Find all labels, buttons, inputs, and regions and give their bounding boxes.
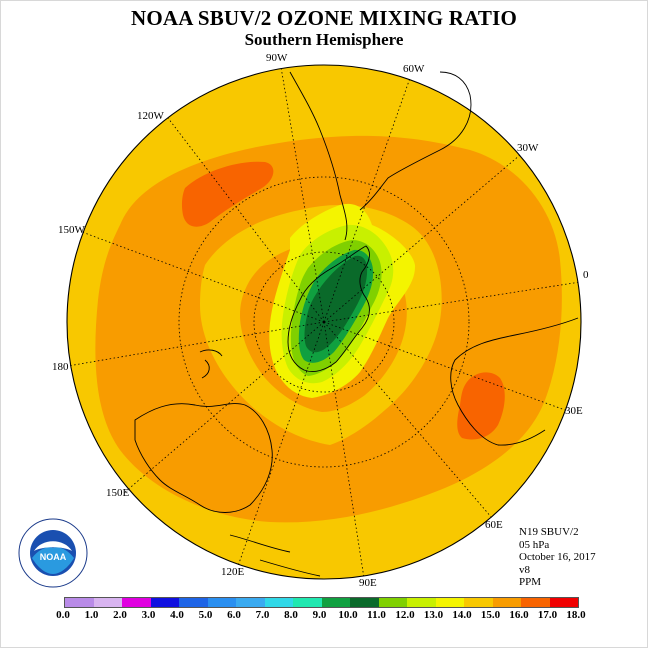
colorbar-segment	[321, 598, 350, 607]
label-30e: 30E	[565, 405, 583, 417]
info-block: N19 SBUV/2 05 hPa October 16, 2017 v8 PP…	[519, 526, 596, 589]
logo-text: NOAA	[40, 552, 67, 562]
colorbar-tick-label: 4.0	[170, 609, 184, 621]
label-60e: 60E	[485, 519, 503, 531]
info-instrument: N19 SBUV/2	[519, 526, 579, 538]
noaa-logo: NOAA	[18, 518, 88, 588]
colorbar-tick-label: 12.0	[395, 609, 415, 621]
label-0: 0	[583, 269, 589, 281]
colorbar-tick-label: 18.0	[566, 609, 586, 621]
colorbar-segment	[122, 598, 151, 607]
colorbar-tick-label: 8.0	[284, 609, 298, 621]
label-90e: 90E	[359, 577, 377, 589]
longitude-labels: 90W 60W 30W 0 30E 60E 90E 120E 150E 180 …	[52, 52, 589, 589]
colorbar-segment	[549, 598, 578, 607]
map-subtitle: Southern Hemisphere	[244, 30, 404, 49]
latitude-circle-inner	[253, 251, 395, 393]
info-units: PPM	[519, 576, 542, 588]
label-120e: 120E	[221, 566, 245, 578]
south-america-coast	[289, 71, 472, 241]
colorbar-segment	[435, 598, 464, 607]
map-boundary	[66, 64, 582, 580]
new-zealand-coast	[199, 349, 223, 379]
label-180: 180	[52, 361, 69, 373]
colorbar	[64, 597, 579, 608]
colorbar-segment	[464, 598, 493, 607]
label-60w: 60W	[403, 63, 425, 75]
label-150e: 150E	[106, 487, 130, 499]
latitude-circle-middle	[178, 176, 470, 468]
meridian-60e	[323, 321, 493, 519]
meridian-120e	[237, 321, 325, 567]
colorbar-segment	[521, 598, 550, 607]
dark-green-core	[304, 255, 368, 353]
colorbar-segment	[150, 598, 179, 607]
colorbar-segment	[179, 598, 208, 607]
colorbar-tick-label: 14.0	[452, 609, 472, 621]
colorbar-segment	[65, 598, 94, 607]
coastlines	[134, 71, 579, 577]
colorbar-segment	[378, 598, 407, 607]
colorbar-tick-label: 11.0	[367, 609, 386, 621]
colorbar-segment	[350, 598, 379, 607]
meridian-60w	[323, 77, 411, 323]
colorbar-segment	[492, 598, 521, 607]
info-level: 05 hPa	[519, 538, 550, 551]
colorbar-segment	[264, 598, 293, 607]
colorbar-segment	[93, 598, 122, 607]
colorbar-ticks: 0.0 1.0 2.0 3.0 4.0 5.0 6.0 7.0 8.0 9.0 10.0 11.0 12…	[48, 609, 608, 623]
label-90w: 90W	[266, 52, 288, 64]
red-orange-patch-west	[181, 161, 274, 227]
graticule	[67, 66, 581, 579]
colorbar-tick-label: 7.0	[255, 609, 270, 621]
colorbar-tick-label: 2.0	[113, 609, 127, 621]
meridian-30w	[323, 154, 521, 323]
colorbar-tick-label: 13.0	[423, 609, 444, 621]
colorbar-segment	[207, 598, 236, 607]
colorbar-tick-label: 10.0	[338, 609, 358, 621]
meridian-180	[67, 321, 325, 367]
info-version: v8	[519, 563, 530, 576]
colorbar-segment	[407, 598, 436, 607]
colorbar-tick-label: 1.0	[84, 609, 99, 621]
colorbar-tick-label: 3.0	[141, 609, 156, 621]
indonesia-coast	[229, 534, 321, 577]
colorbar-tick-label: 6.0	[227, 609, 241, 621]
meridian-120w	[167, 117, 325, 323]
label-120w: 120W	[137, 110, 165, 122]
africa-coast	[450, 317, 579, 446]
colorbar-tick-label: 9.0	[312, 609, 327, 621]
antarctica-coast	[287, 245, 370, 373]
colorbar-tick-label: 16.0	[509, 609, 529, 621]
colorbar-tick-label: 0.0	[56, 609, 70, 621]
colorbar-tick-label: 17.0	[537, 609, 558, 621]
colorbar-tick-label: 5.0	[198, 609, 213, 621]
label-150w: 150W	[58, 224, 86, 236]
meridian-30e	[323, 321, 566, 411]
colorbar-segment	[236, 598, 265, 607]
colorbar-segment	[293, 598, 322, 607]
meridian-90w	[280, 66, 325, 323]
meridian-150w	[81, 231, 325, 323]
map-title: NOAA SBUV/2 OZONE MIXING RATIO	[131, 6, 517, 30]
colorbar-tick-label: 15.0	[480, 609, 501, 621]
info-date: October 16, 2017	[519, 551, 596, 563]
label-30w: 30W	[517, 142, 539, 154]
australia-coast	[134, 403, 273, 513]
